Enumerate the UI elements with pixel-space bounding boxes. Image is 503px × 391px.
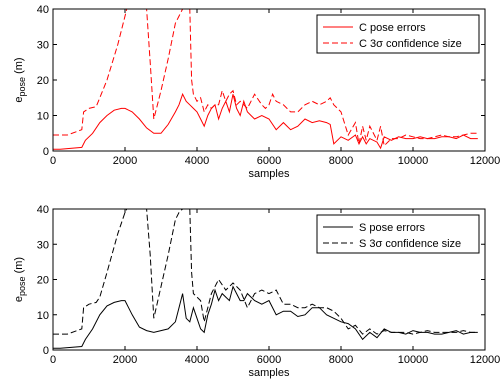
y-tick-label: 20: [37, 275, 49, 287]
y-tick-label: 40: [37, 204, 49, 216]
series-line-2: [53, 209, 478, 335]
x-tick-label: 8000: [329, 155, 353, 167]
x-tick-label: 8000: [329, 354, 353, 366]
x-tick-label: 12000: [470, 155, 501, 167]
legend: S pose errors S 3σ confidence size: [316, 214, 480, 254]
legend-entry: S pose errors: [359, 222, 426, 234]
legend-box: [316, 214, 480, 254]
x-tick-label: 6000: [257, 354, 281, 366]
x-axis-label: samples: [249, 168, 290, 180]
y-axis-label: epose (m): [13, 57, 27, 102]
series-line-2: [53, 9, 478, 147]
x-tick-label: 2000: [113, 155, 137, 167]
legend-entry: S 3σ confidence size: [359, 238, 461, 250]
x-axis-label: samples: [249, 367, 290, 379]
x-tick-label: 10000: [398, 155, 429, 167]
legend-entry: C pose errors: [359, 22, 426, 34]
x-tick-label: 10000: [398, 354, 429, 366]
x-tick-label: 0: [50, 354, 56, 366]
chart-1: 0 2000 4000 6000 8000 10000 12000 0 10 20 30 40 samp…: [13, 4, 500, 180]
y-tick-label: 0: [43, 146, 49, 158]
x-tick-label: 4000: [185, 354, 209, 366]
y-tick-label: 10: [37, 111, 49, 123]
y-tick-label: 30: [37, 40, 49, 52]
x-tick-label: 0: [50, 155, 56, 167]
legend: C pose errors C 3σ confidence size: [316, 14, 480, 54]
y-axis-label: epose (m): [13, 257, 27, 302]
y-tick-label: 10: [37, 310, 49, 322]
legend-entry: C 3σ confidence size: [359, 38, 462, 50]
chart-2: 0 2000 4000 6000 8000 10000 12000 0 10 20 30 40 samp…: [13, 204, 500, 379]
x-tick-label: 6000: [257, 155, 281, 167]
legend-box: [316, 14, 480, 54]
y-tick-label: 20: [37, 75, 49, 87]
y-tick-label: 30: [37, 239, 49, 251]
x-tick-label: 12000: [470, 354, 501, 366]
y-tick-label: 40: [37, 4, 49, 16]
series-line-1: [53, 285, 478, 349]
x-tick-label: 2000: [113, 354, 137, 366]
series-line-1: [53, 92, 478, 150]
x-tick-label: 4000: [185, 155, 209, 167]
y-tick-label: 0: [43, 345, 49, 357]
